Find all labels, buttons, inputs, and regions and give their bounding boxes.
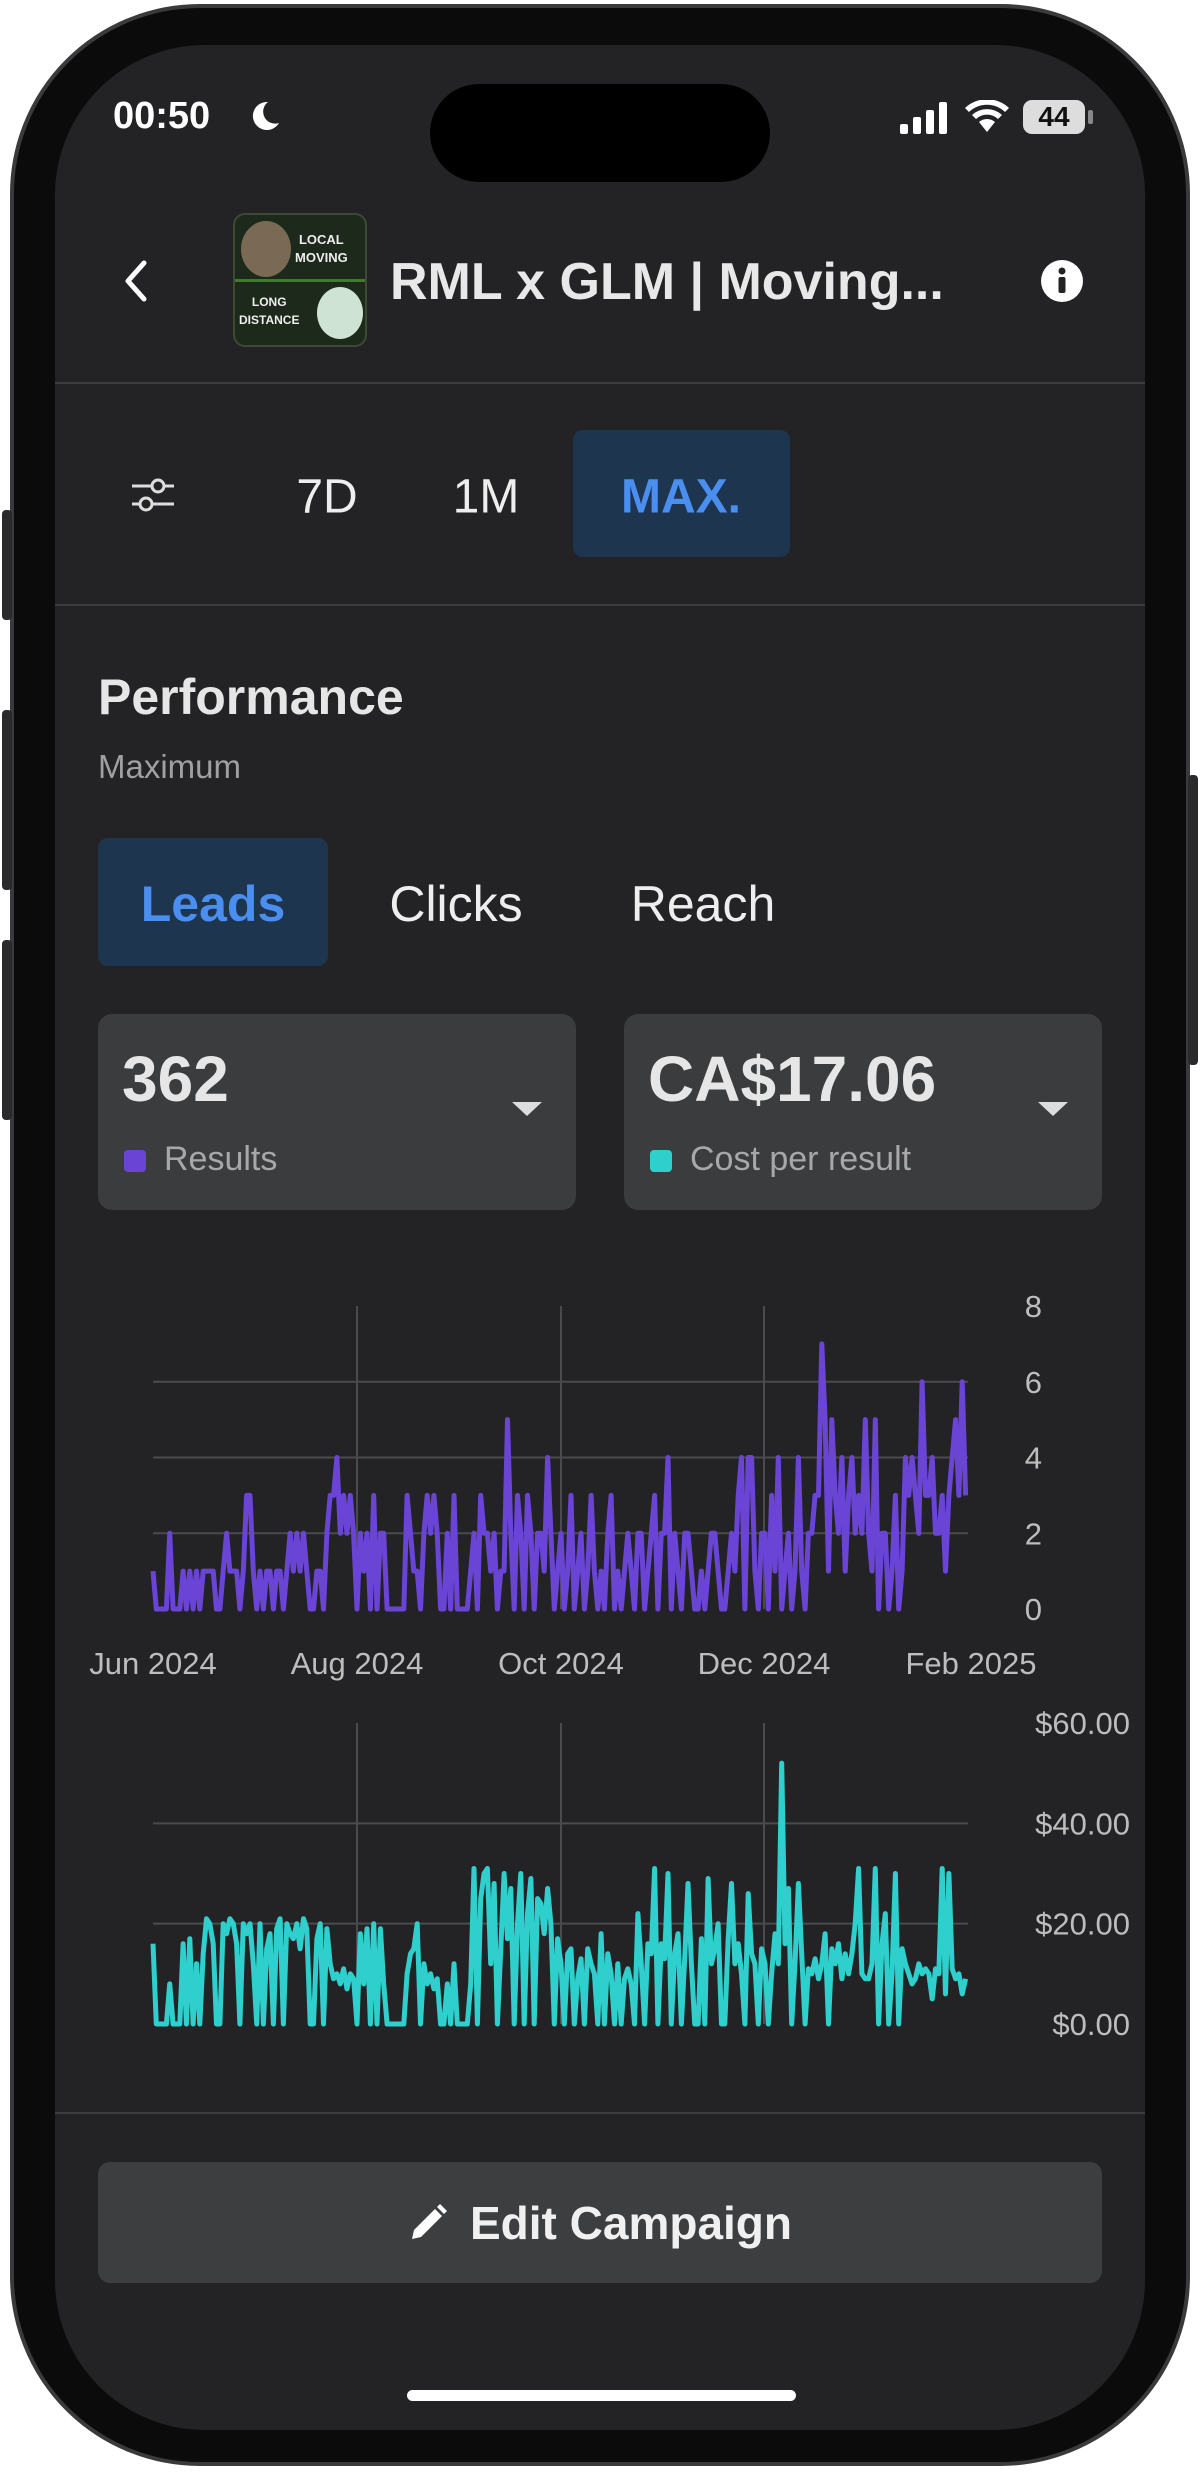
metric-value: CA$17.06 bbox=[648, 1043, 937, 1115]
action-button bbox=[2, 510, 12, 620]
legend-swatch bbox=[124, 1150, 146, 1172]
footer-divider bbox=[55, 2112, 1145, 2114]
y-tick-label: $60.00 bbox=[1035, 1706, 1130, 1741]
section-subtitle: Maximum bbox=[98, 748, 242, 785]
metric-card-results[interactable]: 362 Results bbox=[98, 1014, 576, 1210]
home-indicator[interactable] bbox=[407, 2390, 796, 2401]
thumb-text: DISTANCE bbox=[239, 313, 300, 327]
y-tick-label: 8 bbox=[1025, 1289, 1042, 1324]
thumb-text: MOVING bbox=[295, 250, 348, 265]
volume-up-button bbox=[2, 710, 12, 890]
tab-leads-label: Leads bbox=[140, 876, 286, 932]
edit-campaign-button[interactable]: Edit Campaign bbox=[98, 2162, 1102, 2283]
thumb-text: LOCAL bbox=[298, 232, 344, 247]
legend-swatch bbox=[650, 1150, 672, 1172]
thumb-text: LONG bbox=[251, 295, 287, 309]
sliders-icon[interactable] bbox=[130, 477, 176, 513]
edit-campaign-label: Edit Campaign bbox=[469, 2196, 793, 2249]
battery-level: 44 bbox=[1038, 101, 1070, 132]
metric-value: 362 bbox=[122, 1043, 229, 1115]
tab-reach[interactable]: Reach bbox=[630, 876, 776, 932]
metric-label: Results bbox=[164, 1140, 278, 1178]
y-tick-label: 2 bbox=[1025, 1516, 1042, 1551]
signal-icon bbox=[900, 102, 947, 134]
thumbnail-photo bbox=[241, 221, 291, 277]
x-tick-label: Feb 2025 bbox=[906, 1646, 1037, 1681]
tab-clicks[interactable]: Clicks bbox=[389, 876, 523, 932]
period-divider bbox=[55, 604, 1145, 606]
tab-leads[interactable] bbox=[98, 838, 328, 966]
chevron-left-icon[interactable] bbox=[122, 259, 152, 303]
caret-down-icon[interactable] bbox=[512, 1102, 542, 1116]
moon-icon bbox=[252, 101, 279, 130]
y-tick-label: $0.00 bbox=[1052, 2007, 1130, 2042]
thumb-divider bbox=[235, 279, 365, 282]
pencil-icon bbox=[411, 2203, 447, 2239]
x-tick-label: Dec 2024 bbox=[698, 1646, 831, 1681]
y-tick-label: 4 bbox=[1025, 1441, 1042, 1476]
metric-card-cost[interactable]: CA$17.06 Cost per result bbox=[624, 1014, 1102, 1210]
power-button bbox=[1188, 775, 1198, 1065]
battery-cap bbox=[1088, 110, 1093, 124]
battery-icon: 44 bbox=[1023, 100, 1085, 134]
metric-label: Cost per result bbox=[690, 1140, 912, 1178]
y-tick-label: 0 bbox=[1025, 1592, 1042, 1627]
x-tick-label: Aug 2024 bbox=[291, 1646, 424, 1681]
series-line bbox=[150, 1341, 969, 1612]
header-divider bbox=[55, 382, 1145, 384]
campaign-title: RML x GLM | Moving... bbox=[390, 253, 944, 311]
volume-down-button bbox=[2, 940, 12, 1120]
period-max-button[interactable] bbox=[573, 430, 790, 557]
wifi-icon bbox=[965, 100, 1009, 132]
dynamic-island bbox=[430, 84, 770, 182]
info-icon[interactable] bbox=[1040, 259, 1084, 303]
section-title: Performance bbox=[98, 669, 404, 725]
x-tick-label: Jun 2024 bbox=[89, 1646, 217, 1681]
caret-down-icon[interactable] bbox=[1038, 1102, 1068, 1116]
thumbnail-logo bbox=[317, 287, 363, 339]
period-max-label: MAX. bbox=[621, 470, 741, 524]
period-1m[interactable]: 1M bbox=[452, 470, 520, 524]
series-line bbox=[150, 1760, 969, 2027]
campaign-thumbnail: LOCAL MOVING LONG DISTANCE bbox=[233, 213, 367, 347]
y-tick-label: 6 bbox=[1025, 1365, 1042, 1400]
y-tick-label: $40.00 bbox=[1035, 1806, 1130, 1841]
x-tick-label: Oct 2024 bbox=[498, 1646, 624, 1681]
period-7d[interactable]: 7D bbox=[296, 470, 358, 524]
y-tick-label: $20.00 bbox=[1035, 1907, 1130, 1942]
status-time: 00:50 bbox=[113, 95, 211, 137]
